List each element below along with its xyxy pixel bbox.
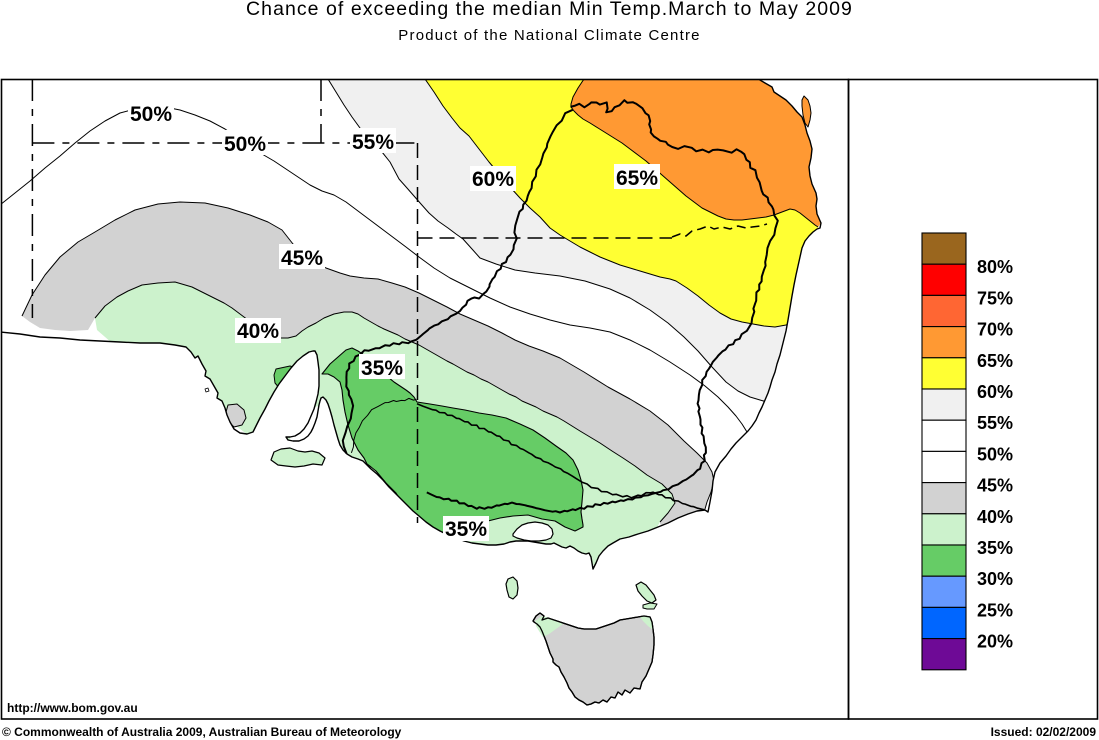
svg-text:40%: 40%: [237, 320, 279, 343]
svg-text:55%: 55%: [977, 413, 1013, 433]
svg-text:50%: 50%: [130, 103, 172, 126]
svg-text:65%: 65%: [616, 167, 658, 190]
svg-text:65%: 65%: [977, 351, 1013, 371]
svg-text:35%: 35%: [445, 518, 487, 541]
svg-text:http://www.bom.gov.au: http://www.bom.gov.au: [7, 701, 138, 715]
svg-text:45%: 45%: [977, 476, 1013, 496]
svg-text:55%: 55%: [352, 131, 394, 154]
svg-text:35%: 35%: [361, 357, 403, 380]
svg-text:20%: 20%: [977, 632, 1013, 652]
svg-text:80%: 80%: [977, 257, 1013, 277]
svg-text:70%: 70%: [977, 320, 1013, 340]
svg-text:60%: 60%: [977, 382, 1013, 402]
svg-text:50%: 50%: [224, 133, 266, 156]
svg-text:75%: 75%: [977, 288, 1013, 308]
svg-text:50%: 50%: [977, 444, 1013, 464]
svg-text:45%: 45%: [281, 247, 323, 270]
svg-text:60%: 60%: [472, 168, 514, 191]
svg-text:25%: 25%: [977, 600, 1013, 620]
svg-text:30%: 30%: [977, 569, 1013, 589]
svg-text:35%: 35%: [977, 538, 1013, 558]
svg-text:40%: 40%: [977, 507, 1013, 527]
